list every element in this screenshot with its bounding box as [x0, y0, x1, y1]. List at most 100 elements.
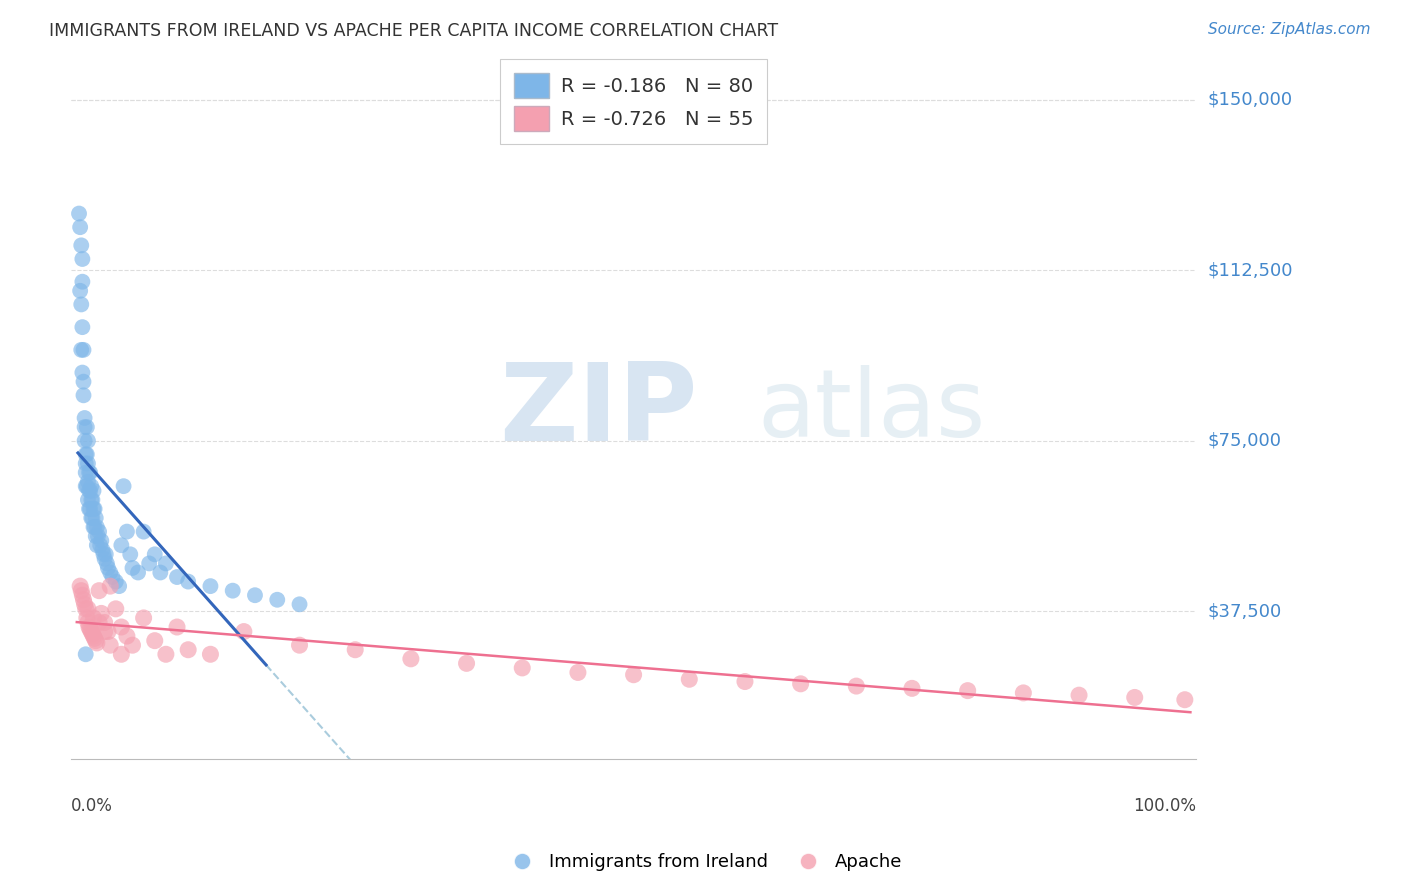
- Point: [80, 492, 103, 507]
- Point: [678, 673, 700, 687]
- Point: [222, 583, 245, 598]
- Point: [96, 557, 118, 571]
- Point: [76, 479, 98, 493]
- Point: [79, 466, 101, 480]
- Point: [101, 570, 124, 584]
- Point: [1067, 688, 1090, 702]
- Text: $150,000: $150,000: [1208, 91, 1292, 109]
- Point: [77, 502, 100, 516]
- Point: [83, 483, 105, 498]
- Point: [72, 320, 94, 334]
- Point: [177, 574, 200, 589]
- Point: [90, 533, 112, 548]
- Point: [72, 343, 94, 357]
- Text: atlas: atlas: [758, 365, 986, 458]
- Point: [87, 615, 110, 630]
- Point: [87, 524, 110, 539]
- Point: [155, 647, 177, 661]
- Point: [75, 602, 97, 616]
- Point: [80, 624, 103, 639]
- Point: [77, 457, 100, 471]
- Point: [75, 647, 97, 661]
- Text: Source: ZipAtlas.com: Source: ZipAtlas.com: [1208, 22, 1371, 37]
- Point: [83, 502, 105, 516]
- Point: [72, 588, 94, 602]
- Point: [80, 511, 103, 525]
- Point: [166, 570, 188, 584]
- Point: [734, 674, 756, 689]
- Point: [288, 638, 311, 652]
- Point: [73, 420, 96, 434]
- Text: IMMIGRANTS FROM IRELAND VS APACHE PER CAPITA INCOME CORRELATION CHART: IMMIGRANTS FROM IRELAND VS APACHE PER CA…: [49, 22, 779, 40]
- Point: [266, 592, 288, 607]
- Point: [72, 366, 94, 380]
- Point: [143, 547, 166, 561]
- Point: [84, 633, 107, 648]
- Point: [86, 538, 108, 552]
- Point: [77, 475, 100, 489]
- Point: [243, 588, 266, 602]
- Point: [70, 343, 93, 357]
- Point: [72, 388, 94, 402]
- Point: [83, 520, 105, 534]
- Point: [75, 457, 97, 471]
- Point: [1174, 692, 1197, 706]
- Point: [901, 681, 924, 696]
- Point: [83, 629, 105, 643]
- Point: [86, 520, 108, 534]
- Point: [97, 561, 120, 575]
- Point: [82, 627, 104, 641]
- Point: [79, 622, 101, 636]
- Point: [132, 524, 155, 539]
- Point: [83, 502, 105, 516]
- Point: [77, 615, 100, 630]
- Point: [70, 583, 93, 598]
- Point: [97, 624, 120, 639]
- Point: [83, 611, 105, 625]
- Point: [789, 677, 811, 691]
- Point: [72, 375, 94, 389]
- Point: [104, 602, 127, 616]
- Point: [76, 420, 98, 434]
- Point: [80, 479, 103, 493]
- Point: [121, 638, 143, 652]
- Point: [115, 524, 138, 539]
- Point: [75, 447, 97, 461]
- Point: [82, 511, 104, 525]
- Point: [149, 566, 172, 580]
- Point: [82, 492, 104, 507]
- Point: [956, 683, 979, 698]
- Point: [132, 611, 155, 625]
- Point: [93, 624, 115, 639]
- Point: [67, 206, 90, 220]
- Point: [70, 238, 93, 252]
- Point: [73, 597, 96, 611]
- Point: [76, 447, 98, 461]
- Point: [456, 657, 478, 671]
- Point: [98, 579, 121, 593]
- Point: [155, 557, 177, 571]
- Point: [93, 547, 115, 561]
- Point: [200, 579, 222, 593]
- Point: [200, 647, 222, 661]
- Point: [91, 542, 114, 557]
- Point: [72, 252, 94, 266]
- Point: [623, 667, 645, 681]
- Point: [77, 602, 100, 616]
- Point: [77, 434, 100, 448]
- Point: [104, 574, 127, 589]
- Point: [70, 297, 93, 311]
- Text: $37,500: $37,500: [1208, 602, 1281, 620]
- Point: [83, 520, 105, 534]
- Point: [73, 434, 96, 448]
- Point: [110, 620, 132, 634]
- Point: [84, 529, 107, 543]
- Point: [77, 492, 100, 507]
- Point: [94, 547, 117, 561]
- Point: [510, 661, 533, 675]
- Text: $75,000: $75,000: [1208, 432, 1281, 450]
- Point: [567, 665, 589, 680]
- Point: [90, 607, 112, 621]
- Legend: Immigrants from Ireland, Apache: Immigrants from Ireland, Apache: [496, 847, 910, 879]
- Point: [288, 597, 311, 611]
